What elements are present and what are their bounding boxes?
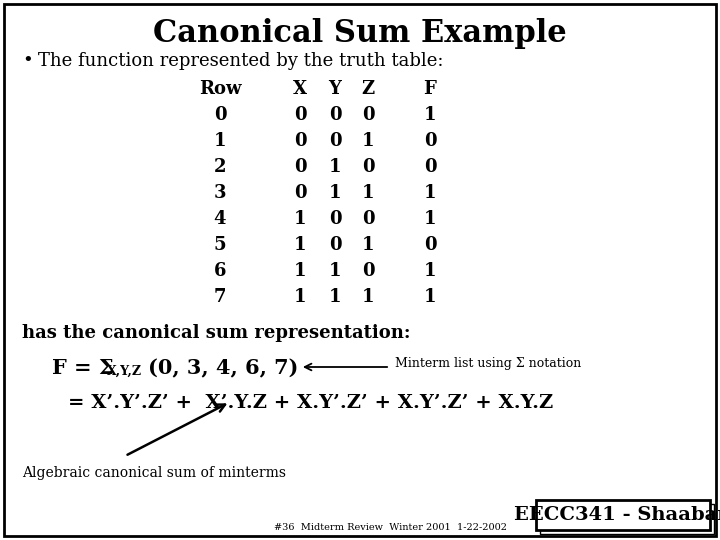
- Text: = X’.Y’.Z’ +  X’.Y.Z + X.Y’.Z’ + X.Y’.Z’ + X.Y.Z: = X’.Y’.Z’ + X’.Y.Z + X.Y’.Z’ + X.Y’.Z’ …: [68, 394, 553, 412]
- Text: 4: 4: [214, 210, 226, 228]
- FancyBboxPatch shape: [540, 504, 714, 534]
- Text: 1: 1: [424, 210, 436, 228]
- Text: 2: 2: [214, 158, 226, 176]
- Text: 1: 1: [424, 262, 436, 280]
- Text: has the canonical sum representation:: has the canonical sum representation:: [22, 324, 410, 342]
- Text: #36  Midterm Review  Winter 2001  1-22-2002: #36 Midterm Review Winter 2001 1-22-2002: [274, 523, 506, 532]
- Text: 0: 0: [294, 132, 306, 150]
- Text: 1: 1: [361, 132, 374, 150]
- Text: 3: 3: [214, 184, 226, 202]
- Text: 0: 0: [329, 236, 341, 254]
- Text: 6: 6: [214, 262, 226, 280]
- Text: X: X: [293, 80, 307, 98]
- Text: 1: 1: [361, 184, 374, 202]
- Text: 0: 0: [423, 236, 436, 254]
- Text: The function represented by the truth table:: The function represented by the truth ta…: [38, 52, 444, 70]
- Text: F = Σ: F = Σ: [52, 358, 114, 378]
- Text: 0: 0: [294, 106, 306, 124]
- Text: 1: 1: [329, 184, 341, 202]
- Text: 0: 0: [361, 158, 374, 176]
- Text: 0: 0: [329, 210, 341, 228]
- Text: 5: 5: [214, 236, 226, 254]
- Text: 1: 1: [329, 288, 341, 306]
- Text: 1: 1: [329, 262, 341, 280]
- Text: Row: Row: [199, 80, 241, 98]
- Text: 0: 0: [361, 262, 374, 280]
- Text: 1: 1: [361, 288, 374, 306]
- Text: Z: Z: [361, 80, 374, 98]
- FancyBboxPatch shape: [536, 500, 710, 530]
- Text: 1: 1: [294, 262, 306, 280]
- Text: 0: 0: [361, 106, 374, 124]
- Text: X,Y,Z: X,Y,Z: [107, 365, 142, 378]
- Text: 1: 1: [361, 236, 374, 254]
- Text: 0: 0: [423, 132, 436, 150]
- Text: 7: 7: [214, 288, 226, 306]
- Text: •: •: [22, 52, 32, 70]
- Text: Y: Y: [328, 80, 341, 98]
- Text: EECC341 - Shaaban: EECC341 - Shaaban: [514, 506, 720, 524]
- Text: 1: 1: [329, 158, 341, 176]
- Text: 0: 0: [329, 132, 341, 150]
- Text: 0: 0: [294, 158, 306, 176]
- Text: 0: 0: [294, 184, 306, 202]
- Text: 1: 1: [424, 184, 436, 202]
- Text: 1: 1: [424, 106, 436, 124]
- Text: 0: 0: [361, 210, 374, 228]
- Text: 0: 0: [423, 158, 436, 176]
- Text: 0: 0: [214, 106, 226, 124]
- Text: (0, 3, 4, 6, 7): (0, 3, 4, 6, 7): [148, 358, 298, 378]
- Text: Algebraic canonical sum of minterms: Algebraic canonical sum of minterms: [22, 466, 286, 480]
- Text: Canonical Sum Example: Canonical Sum Example: [153, 18, 567, 49]
- Text: F: F: [423, 80, 436, 98]
- Text: Minterm list using Σ notation: Minterm list using Σ notation: [395, 357, 581, 370]
- Text: 1: 1: [214, 132, 226, 150]
- Text: 1: 1: [294, 236, 306, 254]
- Text: 1: 1: [294, 288, 306, 306]
- Text: 0: 0: [329, 106, 341, 124]
- Text: 1: 1: [294, 210, 306, 228]
- Text: 1: 1: [424, 288, 436, 306]
